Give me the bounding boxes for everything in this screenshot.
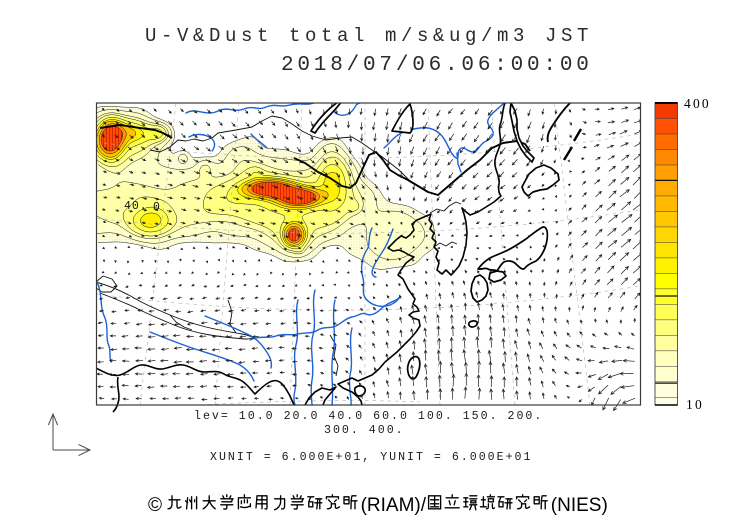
svg-text:(RIAM)/: (RIAM)/ — [361, 495, 427, 516]
svg-text:©: © — [148, 495, 162, 516]
svg-text:2018/07/06.06:00:00: 2018/07/06.06:00:00 — [281, 54, 593, 77]
svg-text:300. 400.: 300. 400. — [324, 424, 405, 437]
svg-text:lev= 10.0 20.0 40.0 60.0 100.: lev= 10.0 20.0 40.0 60.0 100. 150. 200. — [194, 410, 543, 423]
svg-text:10: 10 — [686, 397, 704, 412]
svg-text:0: 0 — [153, 201, 160, 214]
svg-text:40.: 40. — [124, 200, 148, 213]
svg-text:U-V&Dust total m/s&ug/m3 JST: U-V&Dust total m/s&ug/m3 JST — [145, 25, 593, 47]
svg-text:400: 400 — [684, 96, 711, 111]
svg-text:(NIES): (NIES) — [551, 495, 608, 516]
svg-text:XUNIT = 6.000E+01, YUNIT = 6.0: XUNIT = 6.000E+01, YUNIT = 6.000E+01 — [210, 451, 532, 464]
